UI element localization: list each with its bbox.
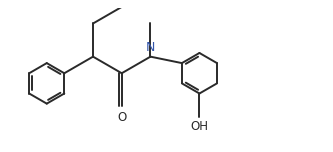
Text: O: O (117, 111, 126, 124)
Text: OH: OH (190, 120, 208, 133)
Text: N: N (146, 41, 155, 54)
